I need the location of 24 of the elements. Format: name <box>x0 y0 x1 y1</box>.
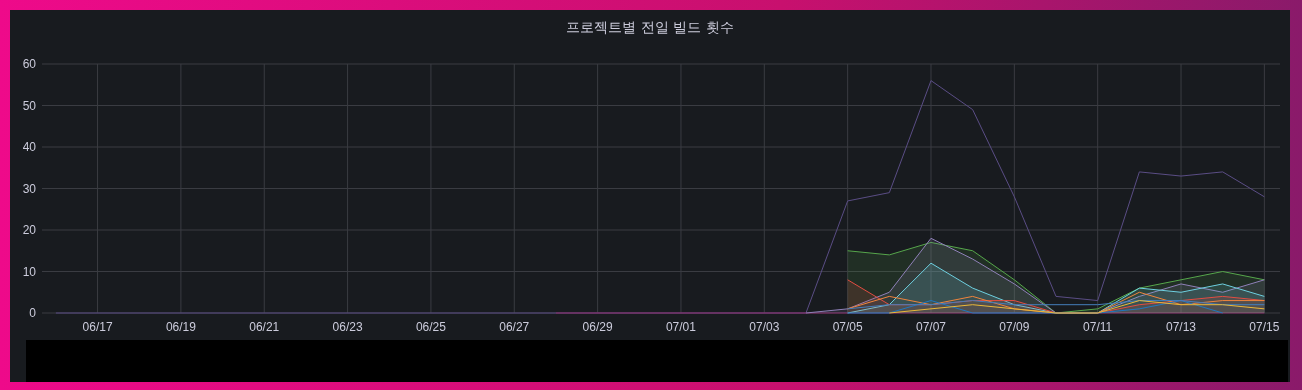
y-tick-label: 20 <box>22 223 37 237</box>
x-tick-label: 07/09 <box>999 320 1030 334</box>
x-tick-label: 06/23 <box>332 320 363 334</box>
y-tick-label: 50 <box>22 98 37 113</box>
x-tick-label: 06/17 <box>82 320 113 334</box>
line-series <box>888 300 1265 314</box>
x-tick-label: 06/25 <box>415 320 447 334</box>
x-tick-label: 07/01 <box>665 320 697 334</box>
x-tick-label: 07/05 <box>832 320 863 334</box>
x-tick-label: 06/19 <box>165 320 197 334</box>
x-tick-label: 06/29 <box>582 320 613 334</box>
y-tick-label: 40 <box>22 140 37 154</box>
y-tick-label: 30 <box>22 181 37 196</box>
x-tick-label: 07/15 <box>1249 320 1280 334</box>
y-tick-label: 10 <box>22 264 37 279</box>
x-tick-label: 07/11 <box>1083 320 1113 334</box>
x-tick-label: 07/13 <box>1166 320 1197 334</box>
x-tick-label: 07/03 <box>749 320 780 334</box>
x-tick-label: 06/21 <box>249 320 280 334</box>
x-tick-label: 07/07 <box>915 320 947 334</box>
chart-title: 프로젝트별 전일 빌드 횟수 <box>566 19 734 35</box>
y-tick-label: 60 <box>22 57 37 71</box>
y-tick-label: 0 <box>29 306 37 320</box>
x-tick-label: 06/27 <box>499 320 530 334</box>
